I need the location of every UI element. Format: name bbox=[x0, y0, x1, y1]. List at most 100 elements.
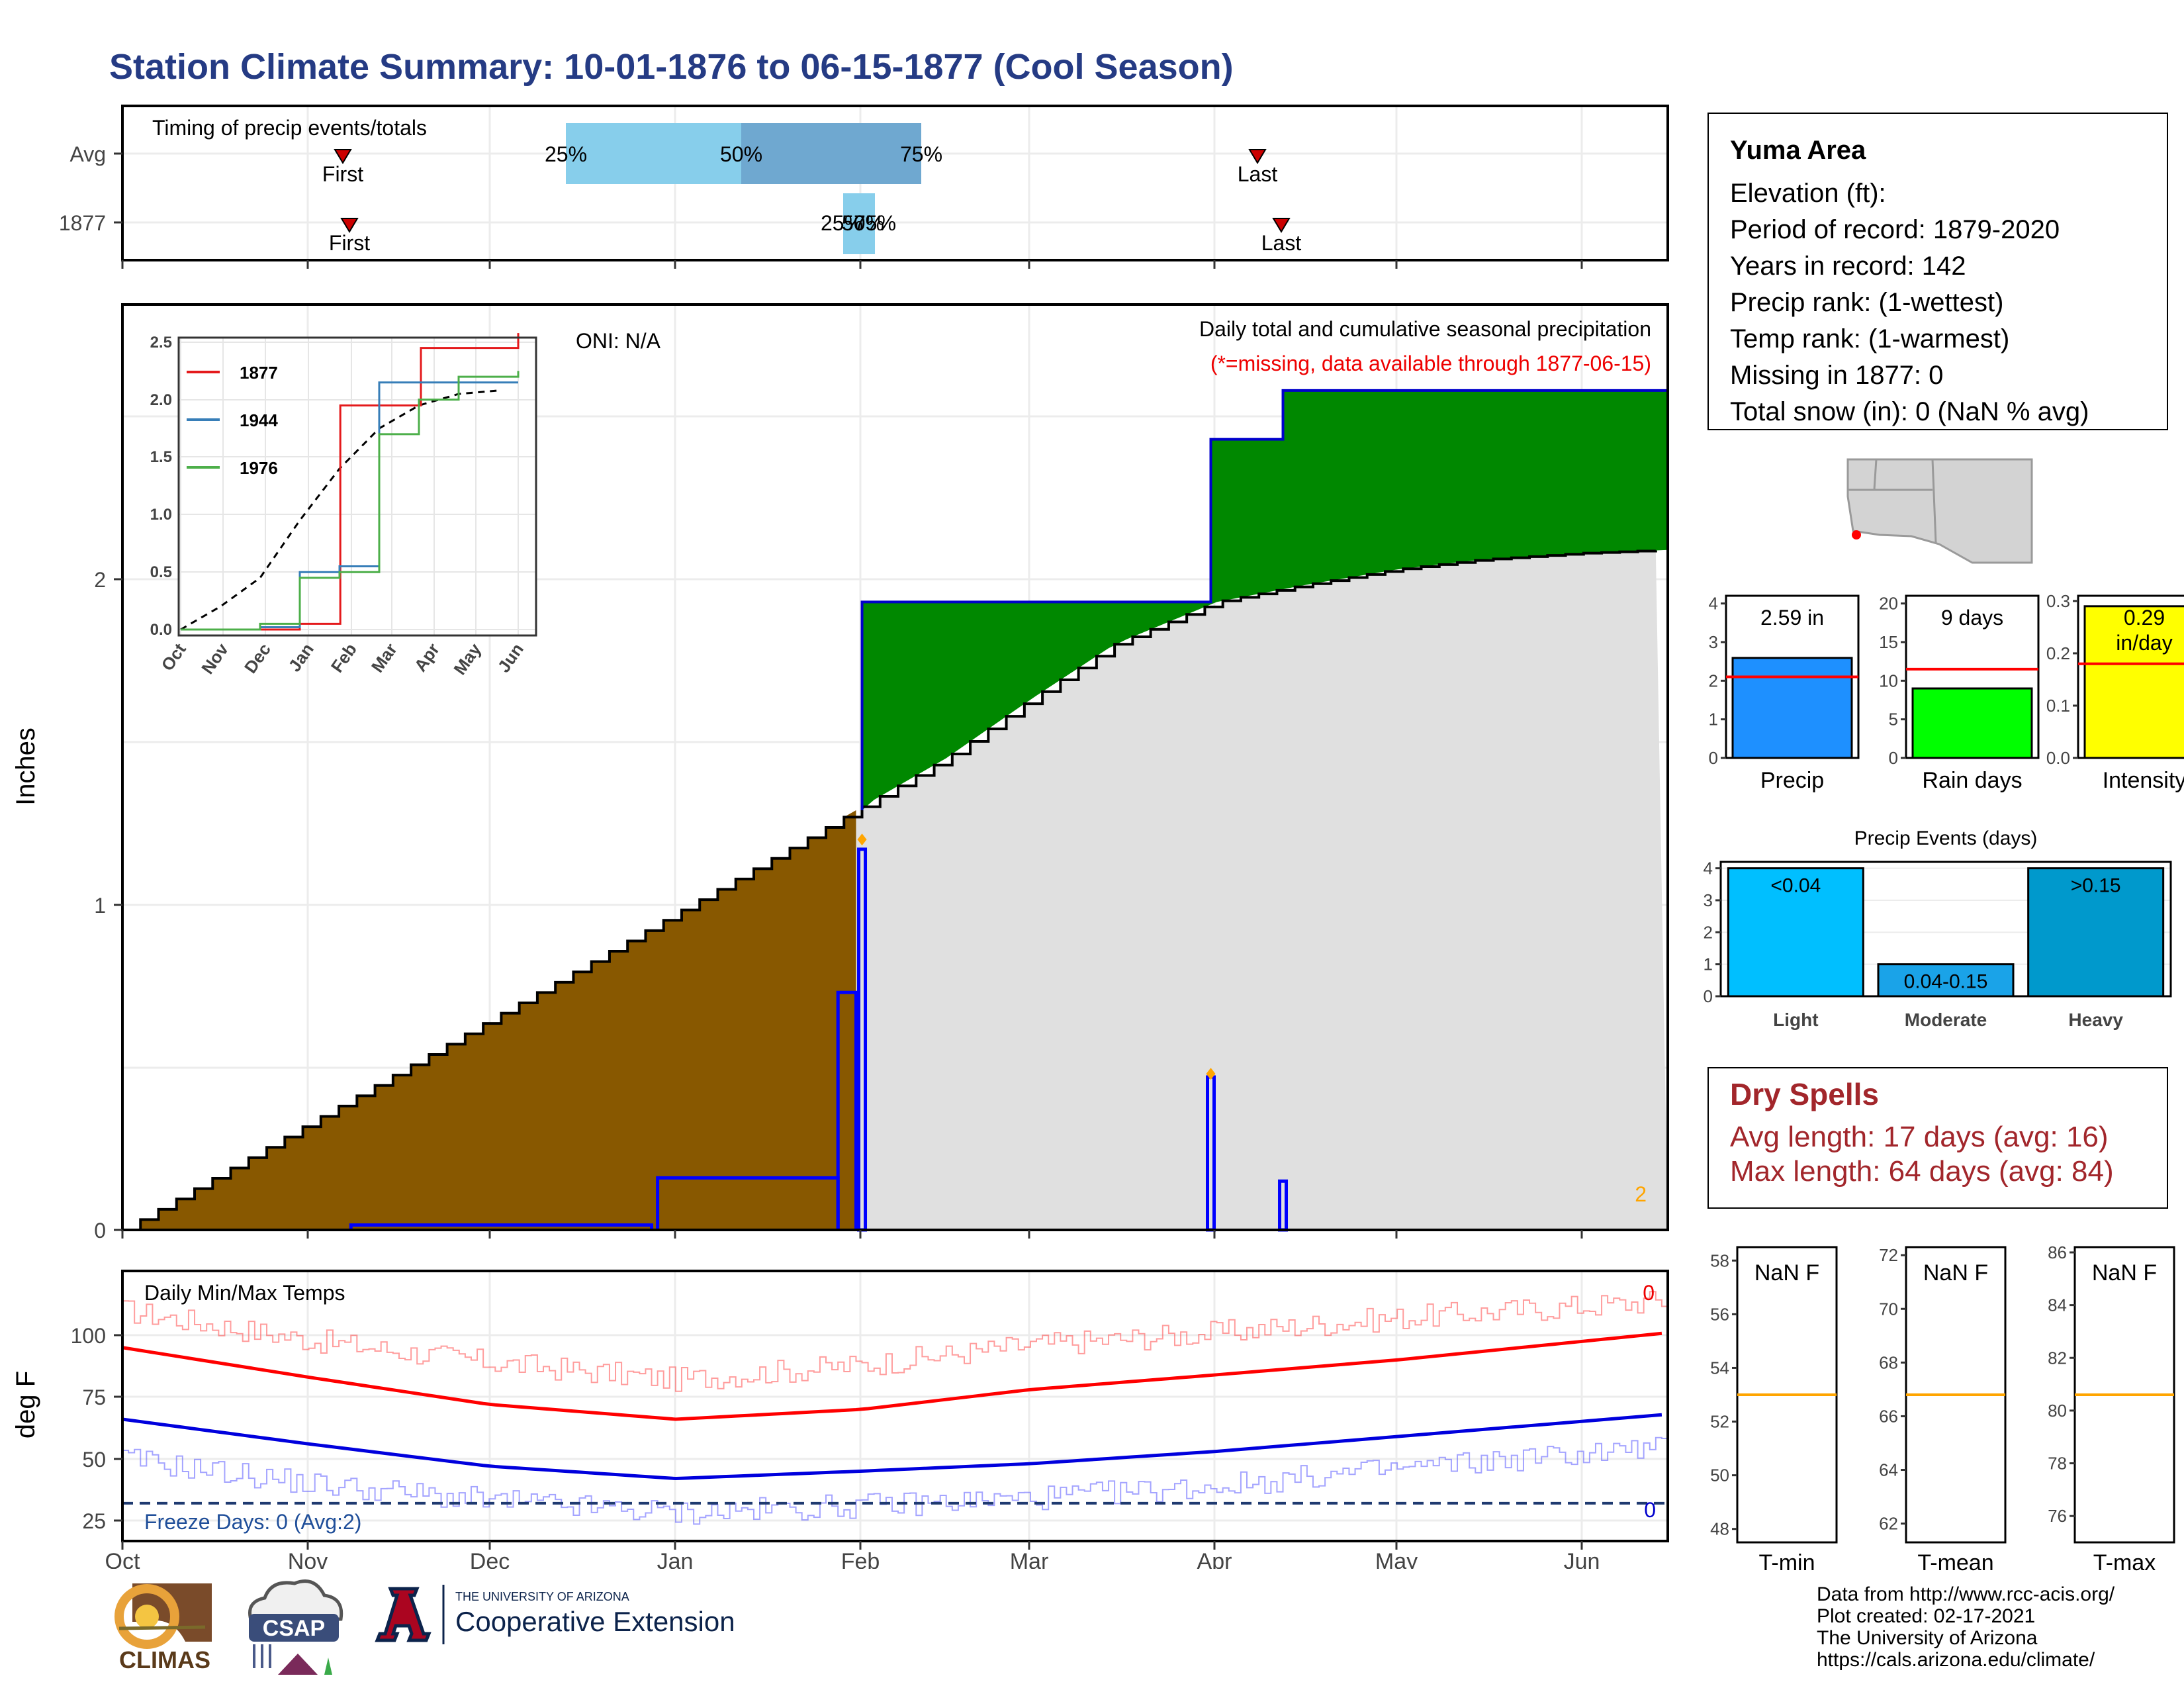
temp-summary-panels: 48 50 52 54 56 58 NaN F T-min 62 64 66 68 70 72 NaN F T… bbox=[1710, 1243, 2175, 1575]
inset-y-tick: 2.0 bbox=[150, 391, 172, 409]
temp-summary-y-tick: 68 bbox=[1879, 1352, 1898, 1372]
inset-x-tick: Jan bbox=[285, 639, 318, 675]
events-y-tick: 0 bbox=[1704, 986, 1713, 1006]
inset-y-tick: 0.5 bbox=[150, 563, 172, 581]
precip-events-chart: Precip Events (days) 0 1 2 3 4 <0.04 Light 0.04… bbox=[1704, 827, 2172, 1030]
events-title: Precip Events (days) bbox=[1854, 827, 2038, 849]
inset-legend: 1877 1944 1976 bbox=[187, 363, 278, 478]
temp-summary-label: T-min bbox=[1759, 1550, 1815, 1575]
temp-summary-y-tick: 80 bbox=[2048, 1401, 2067, 1421]
temp-summary-y-tick: 82 bbox=[2048, 1348, 2067, 1368]
summary-value-text: 0.29 bbox=[2124, 606, 2165, 630]
current-q25-label: 25% bbox=[821, 211, 863, 235]
locator-map bbox=[1840, 457, 2038, 566]
timing-row-label-1877: 1877 bbox=[59, 211, 106, 235]
daily-precip-step bbox=[836, 990, 858, 1230]
tmax-avg-line bbox=[122, 1331, 1662, 1421]
avg-quartile-25-50 bbox=[566, 123, 741, 184]
events-category-label: Heavy bbox=[2068, 1009, 2123, 1030]
x-tick-may: May bbox=[1375, 1549, 1418, 1569]
csap-logo: CSAP bbox=[248, 1579, 343, 1675]
credits: Data from http://www.rcc-acis.org/ Plot … bbox=[1817, 1583, 2115, 1671]
summary-value-text: 2.59 in bbox=[1760, 606, 1824, 630]
events-category-label: Moderate bbox=[1905, 1009, 1987, 1030]
temp-summary-y-tick: 72 bbox=[1879, 1245, 1898, 1265]
temp-summary-value: NaN F bbox=[1754, 1260, 1819, 1286]
avg-last-label: Last bbox=[1238, 162, 1278, 186]
summary-y-tick: 10 bbox=[1879, 671, 1898, 690]
x-tick-nov: Nov bbox=[288, 1549, 328, 1569]
temp-count-bottom: 0 bbox=[1644, 1498, 1656, 1522]
timing-row-label-avg: Avg bbox=[69, 142, 106, 166]
inset-legend-1976: 1976 bbox=[240, 458, 278, 478]
x-tick-mar: Mar bbox=[1010, 1549, 1049, 1569]
avg-last-marker bbox=[1248, 149, 1267, 164]
inset-legend-1944: 1944 bbox=[240, 410, 278, 430]
events-bar-light bbox=[1727, 867, 1864, 998]
events-bar-layer: 0 1 2 3 4 <0.04 Light 0.04-0.15 Moderate >0.15 Hea… bbox=[1704, 859, 2172, 1030]
avg-first-marker bbox=[334, 149, 352, 164]
y-tick-0: 0 bbox=[94, 1219, 106, 1243]
precip-subtitle: Daily total and cumulative seasonal prec… bbox=[1199, 317, 1651, 341]
x-tick-jun: Jun bbox=[1564, 1549, 1600, 1569]
temp-summary-y-tick: 70 bbox=[1879, 1299, 1898, 1319]
credit-line: Plot created: 02-17-2021 bbox=[1817, 1605, 2036, 1627]
summary-y-tick: 0 bbox=[1889, 748, 1898, 768]
events-y-tick: 2 bbox=[1704, 922, 1713, 942]
inset-y-tick: 1.5 bbox=[150, 448, 172, 466]
summary-value-unit: in/day bbox=[2116, 631, 2172, 655]
events-bar-label: <0.04 bbox=[1770, 875, 1821, 897]
temp-summary-y-tick: 64 bbox=[1879, 1460, 1898, 1480]
current-quartile-bar bbox=[843, 193, 875, 254]
temp-summary-value: NaN F bbox=[1923, 1260, 1988, 1286]
y-tick-1: 1 bbox=[94, 894, 106, 917]
current-last-marker bbox=[1272, 218, 1291, 233]
temp-summary-y-tick: 48 bbox=[1710, 1519, 1729, 1539]
temp-y-tick: 50 bbox=[82, 1448, 106, 1472]
event-marker bbox=[857, 833, 867, 846]
station-info-line: Missing in 1877: 0 bbox=[1730, 361, 1944, 390]
oni-label: ONI: N/A bbox=[576, 329, 661, 353]
temp-summary-panel-t-min: 48 50 52 54 56 58 NaN F T-min bbox=[1710, 1246, 1838, 1575]
summary-value-text: 9 days bbox=[1941, 606, 2003, 630]
credit-line: The University of Arizona bbox=[1817, 1627, 2038, 1649]
current-last-label: Last bbox=[1261, 231, 1302, 255]
summary-bars: 0 1 2 3 4 2.59 in Precip 0 5 10 15 20 9 days Rain day… bbox=[1709, 591, 2184, 793]
summary-bar bbox=[1911, 687, 2033, 759]
events-category-label: Light bbox=[1773, 1009, 1818, 1030]
inset-series-1976 bbox=[181, 371, 520, 631]
avg-first-label: First bbox=[322, 162, 363, 186]
credit-line: https://cals.arizona.edu/climate/ bbox=[1817, 1649, 2095, 1671]
dry-spells-box: Dry Spells Avg length: 17 days (avg: 16)… bbox=[1707, 1067, 2168, 1209]
inset-y-tick: 2.5 bbox=[150, 334, 172, 352]
temperature-panel: Daily Min/Max Temps Freeze Days: 0 (Avg:… bbox=[11, 1270, 1669, 1569]
station-info-line: Precip rank: (1-wettest) bbox=[1730, 288, 2004, 317]
temp-summary-label: T-mean bbox=[1917, 1550, 1993, 1575]
station-info-line: Temp rank: (1-warmest) bbox=[1730, 324, 2010, 353]
temp-summary-y-tick: 66 bbox=[1879, 1406, 1898, 1426]
temp-y-tick: 75 bbox=[82, 1385, 106, 1409]
inset-x-tick: Apr bbox=[410, 639, 443, 675]
temp-y-tick: 100 bbox=[71, 1324, 106, 1348]
events-y-tick: 4 bbox=[1704, 859, 1713, 878]
summary-bar bbox=[2083, 605, 2184, 759]
events-bar-label: >0.15 bbox=[2071, 875, 2121, 897]
events-bar-moderate bbox=[1877, 963, 2015, 998]
summary-bar-group-precip: 0 1 2 3 4 2.59 in Precip bbox=[1709, 594, 1860, 793]
x-tick-feb: Feb bbox=[841, 1549, 880, 1569]
daily-precip-step bbox=[349, 1223, 654, 1230]
event-marker bbox=[1206, 1068, 1216, 1080]
avg-cumulative-fill bbox=[844, 550, 1668, 1230]
x-tick-marks bbox=[121, 1230, 1583, 1239]
temp-summary-y-tick: 84 bbox=[2048, 1295, 2067, 1315]
freeze-days-text: Freeze Days: 0 (Avg:2) bbox=[144, 1510, 361, 1534]
temp-summary-panel-t-mean: 62 64 66 68 70 72 NaN F T-mean bbox=[1879, 1245, 2007, 1575]
climas-logo-text: CLIMAS bbox=[119, 1646, 210, 1673]
summary-y-tick: 4 bbox=[1709, 594, 1718, 614]
current-first-marker bbox=[340, 218, 359, 233]
current-q75-label: 75% bbox=[854, 211, 896, 235]
csap-logo-text: CSAP bbox=[263, 1616, 325, 1641]
station-name: Yuma Area bbox=[1730, 136, 1866, 165]
station-info-line: Period of record: 1879-2020 bbox=[1730, 215, 2060, 244]
